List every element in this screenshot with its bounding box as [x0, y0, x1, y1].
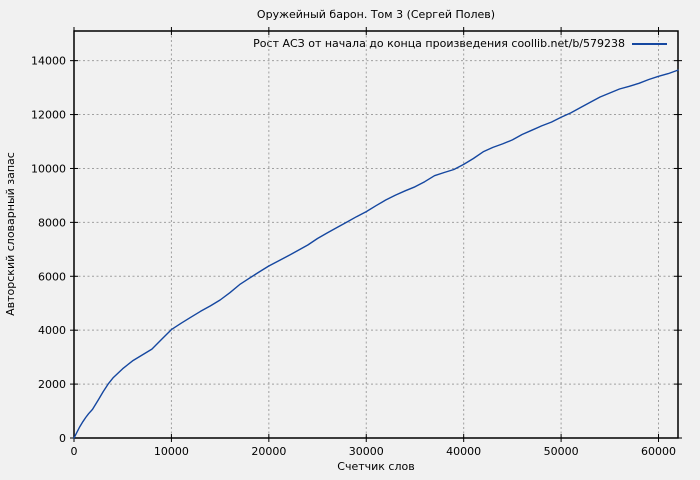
y-tick-label: 8000: [38, 216, 66, 229]
legend-label: Рост АСЗ от начала до конца произведения…: [253, 37, 625, 50]
chart-title: Оружейный барон. Том 3 (Сергей Полев): [256, 8, 496, 21]
y-tick-label: 4000: [38, 324, 66, 337]
x-tick-label: 30000: [349, 445, 384, 458]
x-axis-label: Счетчик слов: [337, 460, 415, 473]
y-tick-label: 6000: [38, 270, 66, 283]
x-tick-label: 40000: [446, 445, 481, 458]
y-tick-label: 0: [59, 432, 66, 445]
x-tick-label: 60000: [641, 445, 676, 458]
x-tick-label: 50000: [544, 445, 579, 458]
y-tick-label: 10000: [31, 162, 66, 175]
x-tick-label: 0: [71, 445, 78, 458]
y-tick-label: 14000: [31, 55, 66, 68]
y-tick-label: 2000: [38, 378, 66, 391]
x-tick-label: 20000: [251, 445, 286, 458]
plot-border: [73, 30, 679, 439]
x-tick-label: 10000: [154, 445, 189, 458]
y-tick-label: 12000: [31, 109, 66, 122]
series-line: [73, 69, 679, 439]
